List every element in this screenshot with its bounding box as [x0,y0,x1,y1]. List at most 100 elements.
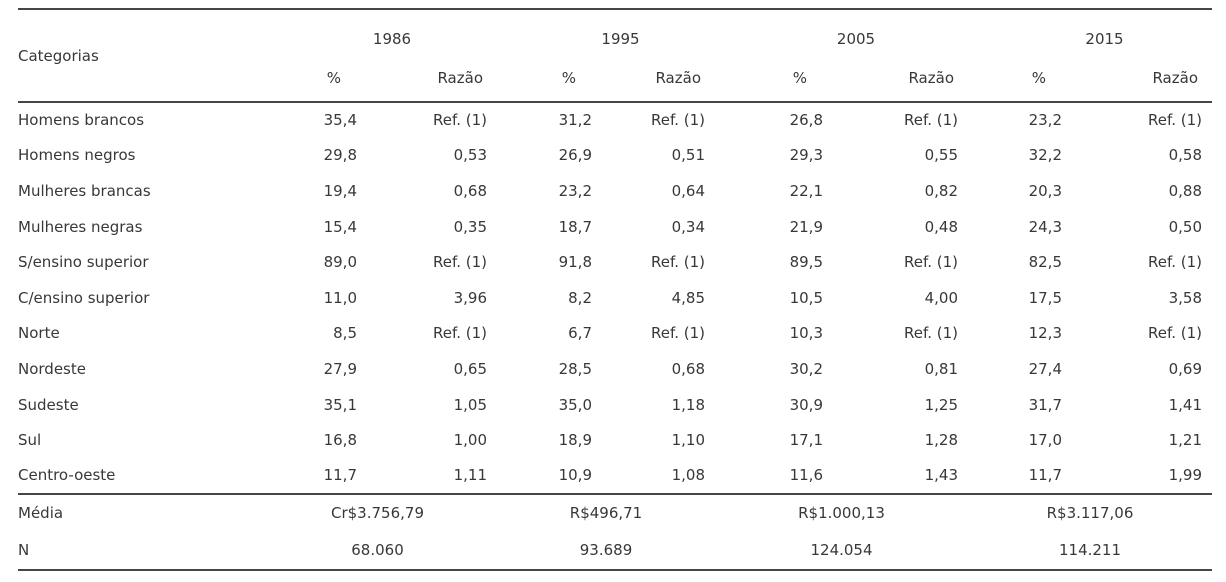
table-row: S/ensino superior 89,0 Ref. (1) 91,8 Ref. (1… [18,244,1212,280]
value-cell: 27,9 [323,359,357,378]
value-cell: 10,3 [789,324,823,343]
value-cell: Ref. (1) [433,253,487,272]
value-cell: 1,05 [453,395,487,414]
value-cell: 10,5 [789,288,823,307]
table-row: Norte 8,5 Ref. (1) 6,7 Ref. (1) 10,3 Ref. (1) 1… [18,316,1212,352]
value-cell: 35,0 [558,395,592,414]
value-cell: Ref. (1) [1148,111,1202,130]
table-row: Mulheres negras 15,4 0,35 18,7 0,34 21,9 0,48 2… [18,209,1212,245]
value-cell: 0,68 [671,359,705,378]
table-row: Sudeste 35,1 1,05 35,0 1,18 30,9 1,25 31,7 1,41 [18,387,1212,423]
footer-value-cell: R$3.117,06 [1046,504,1134,523]
table-row: Homens negros 29,8 0,53 26,9 0,51 29,3 0,55 32,… [18,138,1212,174]
value-cell: 29,3 [789,146,823,165]
row-label: S/ensino superior [18,253,149,272]
value-cell: 91,8 [558,253,592,272]
value-cell: 28,5 [558,359,592,378]
value-cell: Ref. (1) [1148,253,1202,272]
value-cell: 29,8 [323,146,357,165]
value-cell: 11,7 [323,466,357,485]
value-cell: 0,64 [671,181,705,200]
value-cell: 11,0 [323,288,357,307]
value-cell: 32,2 [1028,146,1062,165]
categories-header: Categorias [18,46,99,65]
ratio-header-2015: Razão [1152,69,1198,87]
table-row: C/ensino superior 11,0 3,96 8,2 4,85 10,5 4,00… [18,280,1212,316]
footer-row: N 68.060 93.689 124.054 114.211 [18,532,1212,570]
value-cell: 18,9 [558,431,592,450]
value-cell: 0,58 [1168,146,1202,165]
year-header-2005: 2005 [836,30,876,48]
value-cell: 4,85 [671,288,705,307]
value-cell: 89,0 [323,253,357,272]
value-cell: 0,35 [453,217,487,236]
value-cell: 0,53 [453,146,487,165]
value-cell: 82,5 [1028,253,1062,272]
row-label: Norte [18,324,60,343]
value-cell: 1,18 [671,395,705,414]
value-cell: 18,7 [558,217,592,236]
table-row: Sul 16,8 1,00 18,9 1,10 17,1 1,28 17,0 1,21 [18,422,1212,458]
value-cell: 8,2 [568,288,592,307]
value-cell: 1,08 [671,466,705,485]
footer-value-cell: 124.054 [810,541,873,560]
value-cell: 30,2 [789,359,823,378]
year-header-row: Categorias 1986 1995 2005 2015 [18,9,1212,65]
footer-row: Média Cr$3.756,79 R$496,71 R$1.000,13 R$3.11… [18,494,1212,532]
ratio-header-2005: Razão [908,69,954,87]
value-cell: 20,3 [1028,181,1062,200]
value-cell: 1,43 [924,466,958,485]
table-header: Categorias 1986 1995 2005 2015 % Razão %… [18,9,1212,102]
value-cell: 0,34 [671,217,705,236]
table-row: Mulheres brancas 19,4 0,68 23,2 0,64 22,1 0,82… [18,173,1212,209]
value-cell: Ref. (1) [651,111,705,130]
year-header-1995: 1995 [601,30,640,48]
value-cell: Ref. (1) [651,324,705,343]
value-cell: 1,28 [924,431,958,450]
value-cell: 17,5 [1028,288,1062,307]
pct-header-1995: % [561,69,576,87]
row-label: Nordeste [18,359,86,378]
footer-value-cell: R$496,71 [569,504,643,523]
table-row: Centro-oeste 11,7 1,11 10,9 1,08 11,6 1,43 11,7… [18,458,1212,494]
value-cell: 23,2 [558,181,592,200]
subheader-row: % Razão % Razão % Razão % Razão [18,55,1212,102]
value-cell: Ref. (1) [433,324,487,343]
table-row: Homens brancos 35,4 Ref. (1) 31,2 Ref. (1) 26… [18,102,1212,138]
value-cell: 1,21 [1168,431,1202,450]
pct-header-1986: % [326,69,341,87]
value-cell: 21,9 [789,217,823,236]
value-cell: 0,48 [924,217,958,236]
value-cell: 4,00 [924,288,958,307]
value-cell: Ref. (1) [651,253,705,272]
value-cell: 3,96 [453,288,487,307]
value-cell: 0,50 [1168,217,1202,236]
footer-value-cell: Cr$3.756,79 [331,504,424,523]
value-cell: 0,55 [924,146,958,165]
value-cell: 0,51 [671,146,705,165]
footer-value-cell: 93.689 [579,541,633,560]
value-cell: 17,0 [1028,431,1062,450]
value-cell: 35,1 [323,395,357,414]
value-cell: Ref. (1) [1148,324,1202,343]
value-cell: 1,25 [924,395,958,414]
value-cell: 31,2 [558,111,592,130]
row-label: C/ensino superior [18,288,150,307]
footer-row-label: N [18,541,30,560]
value-cell: Ref. (1) [904,324,958,343]
row-label: Sudeste [18,395,79,414]
value-cell: 22,1 [789,181,823,200]
footer-value-cell: 114.211 [1058,541,1122,560]
ratio-header-1986: Razão [437,69,483,87]
value-cell: 27,4 [1028,359,1062,378]
value-cell: 0,88 [1168,181,1202,200]
row-label: Mulheres brancas [18,181,151,200]
ratio-header-1995: Razão [655,69,701,87]
value-cell: 1,11 [453,466,487,485]
year-header-1986: 1986 [372,30,412,48]
value-cell: 26,9 [558,146,592,165]
pct-header-2005: % [792,69,807,87]
year-header-2015: 2015 [1085,30,1124,48]
value-cell: 0,82 [924,181,958,200]
